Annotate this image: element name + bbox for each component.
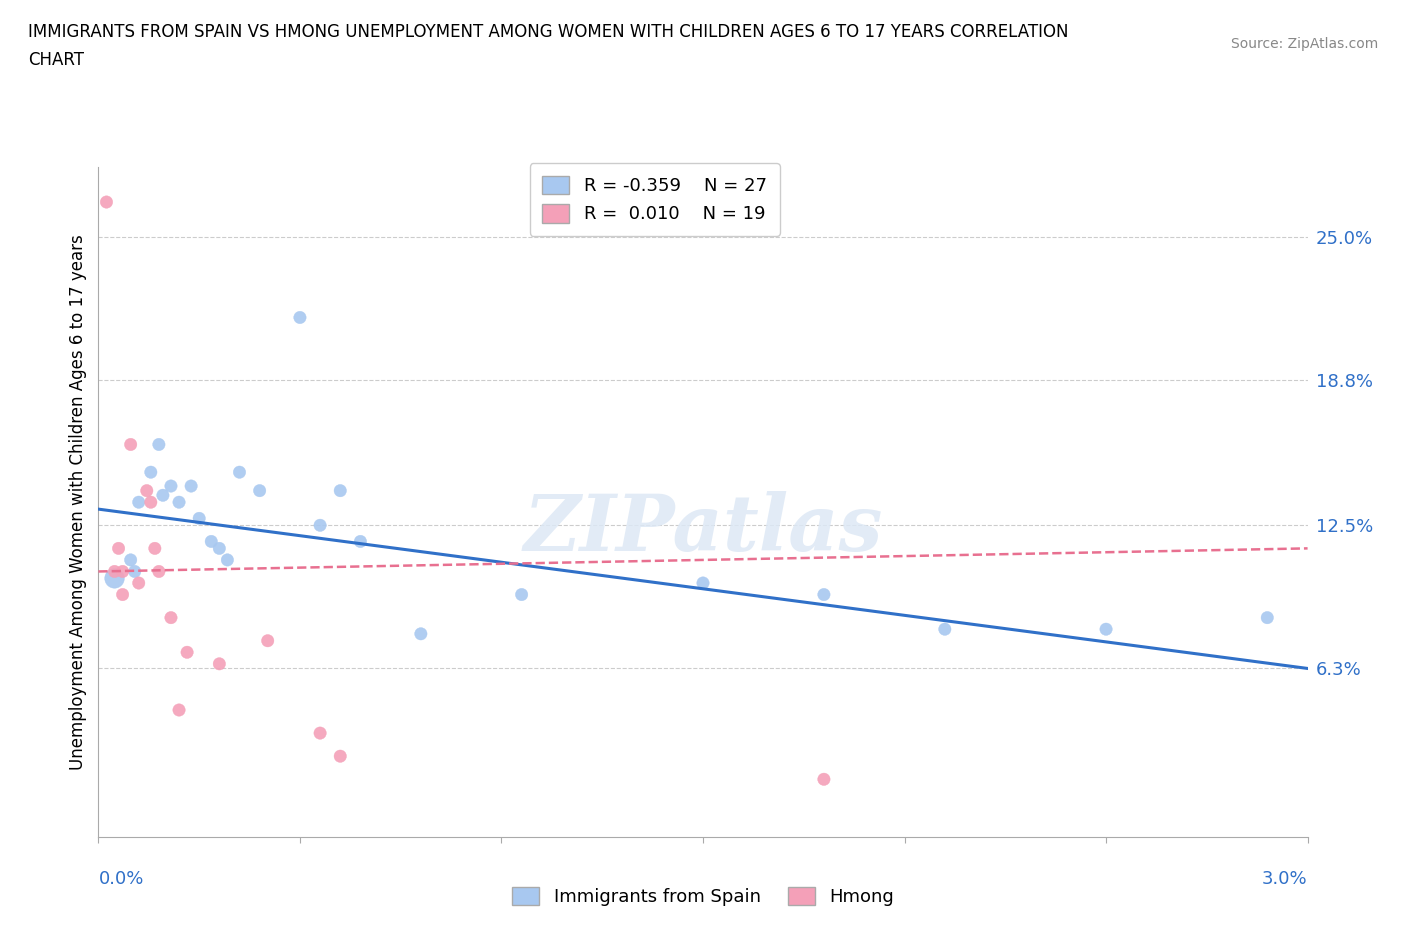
Point [124, 564, 146, 578]
Point [510, 587, 533, 602]
Point [329, 484, 352, 498]
Point [200, 534, 222, 549]
Point [329, 749, 352, 764]
Point [934, 622, 956, 637]
Point [160, 610, 183, 625]
Point [288, 310, 311, 325]
Point [111, 564, 134, 578]
Point [349, 534, 371, 549]
Point [1095, 622, 1118, 637]
Text: 3.0%: 3.0% [1263, 870, 1308, 887]
Point [228, 465, 250, 480]
Point [139, 495, 162, 510]
Point [148, 564, 170, 578]
Point [167, 495, 190, 510]
Point [813, 772, 835, 787]
Y-axis label: Unemployment Among Women with Children Ages 6 to 17 years: Unemployment Among Women with Children A… [69, 234, 87, 770]
Point [309, 725, 332, 740]
Text: 0.0%: 0.0% [98, 870, 143, 887]
Point [111, 587, 134, 602]
Point [208, 541, 231, 556]
Point [152, 488, 174, 503]
Point [176, 644, 198, 659]
Point [309, 518, 332, 533]
Point [107, 541, 129, 556]
Point [135, 484, 157, 498]
Point [813, 587, 835, 602]
Text: Source: ZipAtlas.com: Source: ZipAtlas.com [1230, 37, 1378, 51]
Point [188, 511, 211, 525]
Point [1256, 610, 1278, 625]
Text: IMMIGRANTS FROM SPAIN VS HMONG UNEMPLOYMENT AMONG WOMEN WITH CHILDREN AGES 6 TO : IMMIGRANTS FROM SPAIN VS HMONG UNEMPLOYM… [28, 23, 1069, 41]
Point [143, 541, 166, 556]
Legend: Immigrants from Spain, Hmong: Immigrants from Spain, Hmong [503, 878, 903, 915]
Point [160, 479, 183, 494]
Point [208, 657, 231, 671]
Point [128, 576, 150, 591]
Point [180, 479, 202, 494]
Point [96, 194, 118, 209]
Point [128, 495, 150, 510]
Point [120, 437, 142, 452]
Point [120, 552, 142, 567]
Point [256, 633, 278, 648]
Point [249, 484, 271, 498]
Point [103, 571, 125, 586]
Point [167, 702, 190, 717]
Point [409, 627, 432, 642]
Point [139, 465, 162, 480]
Point [103, 564, 125, 578]
Text: ZIPatlas: ZIPatlas [523, 491, 883, 567]
Point [217, 552, 239, 567]
Point [148, 437, 170, 452]
Text: CHART: CHART [28, 51, 84, 69]
Point [692, 576, 714, 591]
